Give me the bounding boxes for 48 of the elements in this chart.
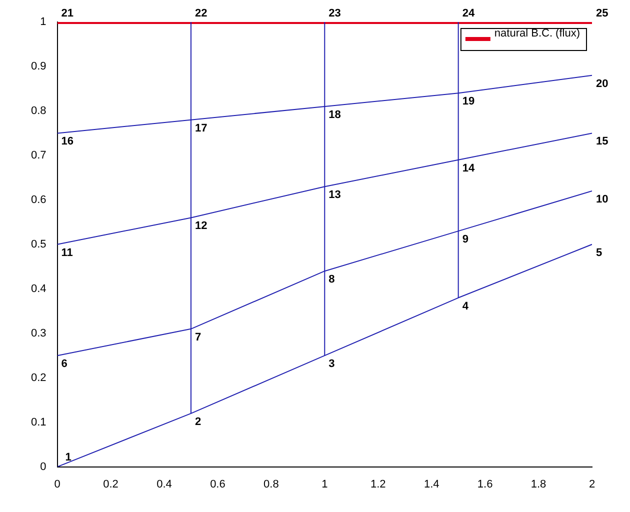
y-tick-label: 0.4 [30, 282, 46, 295]
annotation: 6 [61, 358, 68, 370]
annotation: 20 [596, 78, 608, 90]
x-tick-label: 1.8 [530, 478, 546, 490]
y-tick-label: 0.1 [30, 416, 46, 428]
annotation: 2 [194, 416, 202, 428]
x-tick-label: 0 [54, 478, 60, 490]
y-tick-label: 0 [40, 460, 46, 473]
annotation: 15 [596, 136, 608, 148]
y-tick-label: 0.7 [30, 149, 46, 162]
x-tick-label: 1.4 [424, 478, 440, 490]
annotation: 21 [61, 8, 74, 20]
annotation: 1 [65, 451, 72, 464]
x-tick-label: 0.8 [264, 478, 279, 490]
y-tick-label: 0.6 [30, 194, 46, 206]
annotation: 12 [194, 220, 208, 232]
x-tick-label: 0.6 [210, 478, 226, 490]
x-tick-label: 1.2 [370, 478, 386, 490]
annotation: 22 [194, 8, 208, 20]
annotation: 5 [596, 246, 602, 259]
x-tick-label: 0.4 [156, 478, 172, 490]
annotation: 17 [194, 122, 208, 134]
x-tick-label: 1.6 [477, 478, 493, 490]
y-tick-label: 0.8 [30, 104, 46, 117]
annotation: 18 [328, 109, 341, 122]
x-tick-label: 0.2 [103, 478, 118, 490]
annotation: 16 [61, 136, 74, 148]
x-tick-label: 1 [322, 478, 328, 490]
annotation: 19 [462, 96, 475, 108]
y-tick-label: 0.2 [30, 372, 46, 384]
annotation: 13 [328, 189, 341, 202]
annotation: 4 [462, 300, 470, 312]
annotation: 9 [462, 234, 468, 246]
annotation: 25 [596, 8, 608, 20]
y-tick-label: 1 [40, 16, 46, 28]
annotation: 14 [462, 162, 476, 174]
y-tick-label: 0.5 [30, 238, 46, 250]
annotation: 10 [596, 194, 608, 206]
annotation: 11 [61, 246, 73, 259]
annotation: 3 [328, 358, 335, 370]
x-tick-label: 2 [588, 478, 596, 490]
y-tick-label: 0.3 [30, 327, 46, 340]
annotation: 24 [462, 8, 476, 20]
y-tick-label: 0.9 [30, 60, 46, 73]
annotation: 8 [328, 274, 335, 286]
annotation: 23 [328, 8, 341, 20]
legend-label: natural B.C. (flux) [494, 28, 580, 40]
annotation: 7 [194, 331, 202, 344]
